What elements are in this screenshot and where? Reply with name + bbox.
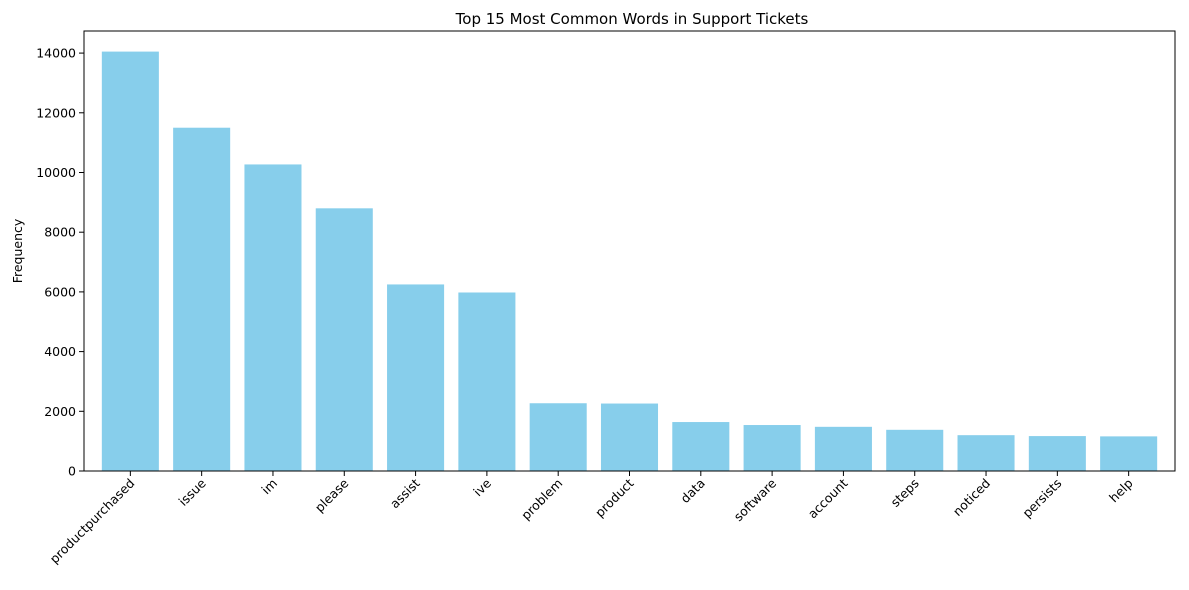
bar-persists [1028, 436, 1086, 471]
bar-account [814, 426, 872, 471]
x-tick-label-noticed: noticed [950, 476, 993, 519]
y-tick-label: 10000 [36, 165, 76, 180]
y-tick-label: 8000 [44, 225, 76, 240]
x-tick-label-software: software [731, 475, 780, 524]
y-tick-label: 0 [68, 464, 76, 479]
x-tick-label-im: im [258, 476, 280, 498]
y-tick-label: 2000 [44, 404, 76, 419]
bar-productpurchased [101, 51, 159, 471]
x-tick-label-ive: ive [470, 475, 494, 499]
x-tick-label-steps: steps [888, 476, 922, 510]
bar-issue [173, 127, 231, 471]
bar-help [1100, 436, 1158, 471]
y-tick-label: 14000 [36, 46, 76, 61]
x-tick-label-productpurchased: productpurchased [47, 476, 138, 567]
bar-please [315, 208, 373, 472]
x-tick-label-please: please [312, 475, 352, 515]
chart-title: Top 15 Most Common Words in Support Tick… [455, 10, 809, 28]
bar-steps [886, 429, 944, 471]
x-tick-label-account: account [805, 475, 851, 521]
bar-product [600, 403, 659, 471]
y-axis-ticks: 0 2000 4000 6000 8000 10000 12000 14000 [36, 46, 84, 479]
plot-frame [83, 30, 1176, 472]
bar-ive [458, 292, 516, 471]
bars [101, 51, 1158, 472]
x-axis-ticks: productpurchased issue im please assist ive pr… [47, 471, 1136, 566]
bar-assist [387, 284, 445, 471]
x-tick-label-problem: problem [518, 476, 565, 523]
bar-problem [529, 403, 587, 471]
y-axis-label: Frequency [10, 218, 25, 283]
bar-data [672, 422, 730, 471]
x-tick-label-data: data [677, 476, 708, 507]
bar-software [743, 425, 801, 471]
y-tick-label: 12000 [36, 105, 76, 120]
x-tick-label-issue: issue [175, 475, 209, 509]
bar-im [244, 164, 302, 471]
x-tick-label-persists: persists [1019, 476, 1064, 521]
x-tick-label-help: help [1106, 475, 1136, 505]
y-tick-label: 4000 [44, 344, 76, 359]
x-tick-label-assist: assist [387, 475, 423, 511]
x-tick-label-product: product [592, 475, 637, 520]
bar-noticed [957, 435, 1015, 471]
y-tick-label: 6000 [44, 284, 76, 299]
